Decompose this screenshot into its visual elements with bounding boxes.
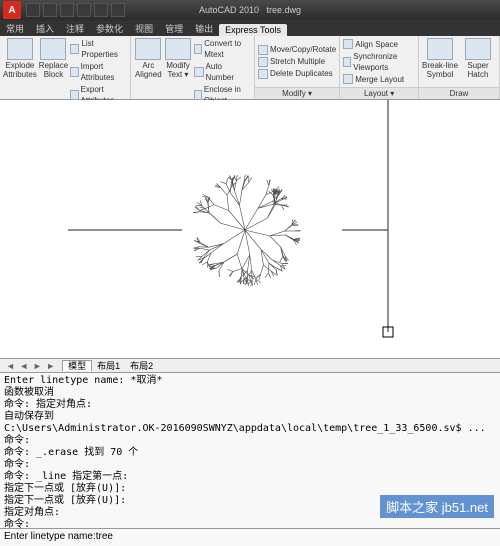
replace-block-icon [40, 38, 66, 60]
move-copy-rotate-icon [258, 45, 268, 55]
super-hatch-icon [465, 38, 491, 60]
ribbon-panel: Move/Copy/RotateStretch MultipleDelete D… [255, 36, 340, 99]
sync-viewports-icon [343, 57, 351, 67]
watermark: 脚本之家 jb51.net [380, 495, 494, 518]
delete-duplicates[interactable]: Delete Duplicates [258, 68, 336, 79]
ribbon-tab[interactable]: 插入 [30, 21, 60, 36]
ribbon-panel: Align SpaceSynchronize ViewportsMerge La… [340, 36, 419, 99]
ribbon-tab[interactable]: 常用 [0, 21, 30, 36]
ribbon-tab[interactable]: 视图 [129, 21, 159, 36]
auto-number[interactable]: Auto Number [194, 61, 251, 83]
qat-redo-icon[interactable] [94, 3, 108, 17]
qat-undo-icon[interactable] [77, 3, 91, 17]
ribbon-tab[interactable]: 管理 [159, 21, 189, 36]
panel-label: Draw [419, 87, 499, 99]
quick-access-toolbar [26, 3, 125, 17]
window-title: AutoCAD 2010 tree.dwg [199, 5, 301, 15]
delete-duplicates-icon [258, 69, 268, 79]
command-input[interactable]: tree [96, 531, 113, 544]
model-tab[interactable]: 布局2 [125, 361, 158, 371]
convert-mtext[interactable]: Convert to Mtext [194, 38, 251, 60]
ribbon-tab[interactable]: 注释 [60, 21, 90, 36]
sync-viewports[interactable]: Synchronize Viewports [343, 51, 415, 73]
breakline[interactable]: Break-line Symbol [422, 38, 458, 85]
ribbon: Explode AttributesReplace BlockList Prop… [0, 36, 500, 100]
enclose-object-icon [194, 90, 202, 100]
model-tabs: ◄ ◄ ► ► 模型布局1布局2 [0, 359, 500, 373]
tab-arrows[interactable]: ◄ ◄ ► ► [6, 361, 56, 371]
command-prompt: Enter linetype name: [4, 531, 96, 544]
ribbon-panel: Explode AttributesReplace BlockList Prop… [0, 36, 131, 99]
breakline-icon [427, 38, 453, 60]
model-tab[interactable]: 布局1 [92, 361, 125, 371]
merge-layout[interactable]: Merge Layout [343, 74, 415, 85]
panel-label: Layout ▾ [340, 87, 418, 99]
title-bar: A AutoCAD 2010 tree.dwg [0, 0, 500, 20]
merge-layout-icon [343, 74, 353, 84]
app-logo[interactable]: A [3, 1, 21, 19]
qat-new-icon[interactable] [26, 3, 40, 17]
ribbon-tab[interactable]: Express Tools [219, 24, 287, 36]
stretch-multiple-icon [258, 57, 268, 67]
panel-label: Modify ▾ [255, 87, 339, 99]
stretch-multiple[interactable]: Stretch Multiple [258, 56, 336, 67]
convert-mtext-icon [194, 44, 202, 54]
list-properties[interactable]: List Properties [70, 38, 127, 60]
explode-attributes-icon [7, 38, 33, 60]
import-attributes-icon [70, 67, 78, 77]
list-properties-icon [70, 44, 79, 54]
command-line[interactable]: Enter linetype name: tree [0, 529, 500, 546]
model-tab[interactable]: 模型 [62, 360, 92, 371]
move-copy-rotate[interactable]: Move/Copy/Rotate [258, 44, 336, 55]
modify-text-icon [165, 38, 191, 60]
ribbon-panel: Arc AlignedModify Text ▾Convert to Mtext… [131, 36, 254, 99]
align-space[interactable]: Align Space [343, 39, 415, 50]
drawing-canvas[interactable] [0, 100, 500, 359]
import-attributes[interactable]: Import Attributes [70, 61, 127, 83]
arc-aligned-icon [135, 38, 161, 60]
ribbon-tab[interactable]: 输出 [189, 21, 219, 36]
align-space-icon [343, 39, 353, 49]
auto-number-icon [194, 67, 204, 77]
super-hatch[interactable]: Super Hatch [460, 38, 496, 85]
ribbon-panel: Break-line SymbolSuper Hatch Draw [419, 36, 500, 99]
ribbon-tabs: 常用插入注释参数化视图管理输出Express Tools [0, 20, 500, 36]
explode-attributes[interactable]: Explode Attributes [3, 38, 37, 106]
qat-print-icon[interactable] [111, 3, 125, 17]
arc-aligned[interactable]: Arc Aligned [134, 38, 162, 106]
qat-save-icon[interactable] [60, 3, 74, 17]
replace-block[interactable]: Replace Block [39, 38, 68, 106]
export-attributes-icon [70, 90, 78, 100]
modify-text[interactable]: Modify Text ▾ [164, 38, 192, 106]
ribbon-tab[interactable]: 参数化 [90, 21, 129, 36]
qat-open-icon[interactable] [43, 3, 57, 17]
